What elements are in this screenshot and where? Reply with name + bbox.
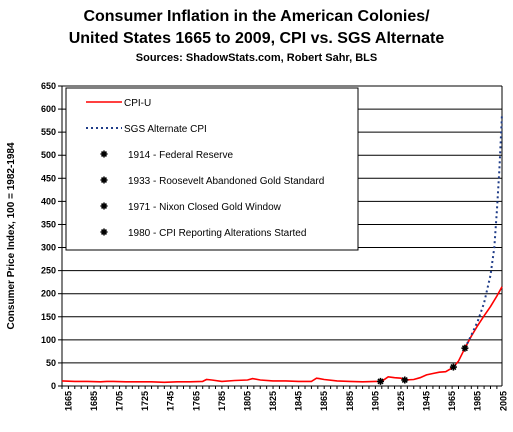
- legend-marker: [100, 150, 108, 158]
- y-tick-label: 450: [41, 173, 56, 183]
- legend-entry-label: 1933 - Roosevelt Abandoned Gold Standard: [128, 176, 324, 187]
- y-tick-label: 400: [41, 196, 56, 206]
- y-tick-label: 0: [51, 381, 56, 391]
- y-tick-label: 650: [41, 81, 56, 91]
- x-tick-label: 1925: [396, 391, 406, 411]
- event-marker: [401, 376, 409, 384]
- y-tick-label: 250: [41, 266, 56, 276]
- x-tick-label: 1845: [294, 391, 304, 411]
- legend-box: [65, 87, 359, 251]
- legend-entry-label: 1980 - CPI Reporting Alterations Started: [128, 228, 306, 239]
- event-markers: [376, 344, 469, 385]
- y-tick-label: 600: [41, 104, 56, 114]
- chart-title: Consumer Inflation in the American Colon…: [83, 8, 430, 25]
- x-tick-label: 1825: [268, 391, 278, 411]
- x-tick-label: 1765: [191, 391, 201, 411]
- legend-marker: [100, 176, 108, 184]
- x-tick-label: 1785: [217, 391, 227, 411]
- x-tick-label: 1665: [63, 391, 73, 411]
- y-tick-label: 300: [41, 243, 56, 253]
- legend-entry-label: CPI-U: [124, 98, 151, 109]
- y-tick-label: 350: [41, 219, 56, 229]
- chart-title-line-2: United States 1665 to 2009, CPI vs. SGS …: [68, 30, 445, 47]
- x-tick-label: 1945: [422, 391, 432, 411]
- legend: CPI-U SGS Alternate CPI 1914 - Federal Res…: [65, 87, 359, 251]
- x-tick-label: 2005: [498, 391, 508, 411]
- x-tick-label: 1745: [166, 391, 176, 411]
- event-marker: [376, 377, 384, 385]
- y-tick-label: 150: [41, 312, 56, 322]
- x-tick-label: 1685: [89, 391, 99, 411]
- event-marker: [461, 344, 469, 352]
- chart-subtitle: Sources: ShadowStats.com, Robert Sahr, B…: [135, 52, 378, 64]
- legend-entry-label: 1914 - Federal Reserve: [128, 150, 233, 161]
- y-tick-label: 200: [41, 289, 56, 299]
- x-tick-label: 1705: [115, 391, 125, 411]
- x-tick-label: 1805: [242, 391, 252, 411]
- x-axis: 1665 1685 1705 1725 1745 1765 1785 1805 1825 1845…: [61, 386, 508, 411]
- event-marker: [449, 363, 457, 371]
- y-tick-label: 100: [41, 335, 56, 345]
- x-tick-label: 1985: [473, 391, 483, 411]
- x-tick-label: 1885: [345, 391, 355, 411]
- x-tick-label: 1965: [447, 391, 457, 411]
- legend-entry-label: SGS Alternate CPI: [124, 124, 207, 135]
- x-tick-label: 1725: [140, 391, 150, 411]
- legend-marker: [100, 228, 108, 236]
- y-axis-label: Consumer Price Index, 100 = 1982-1984: [6, 142, 17, 329]
- legend-entry-label: 1971 - Nixon Closed Gold Window: [128, 202, 282, 213]
- y-tick-label: 500: [41, 150, 56, 160]
- y-tick-label: 50: [46, 358, 56, 368]
- x-tick-label: 1865: [319, 391, 329, 411]
- series-line-sgs-alternate-cpi: [464, 113, 503, 349]
- legend-marker: [100, 202, 108, 210]
- y-tick-label: 550: [41, 127, 56, 137]
- x-tick-label: 1905: [370, 391, 380, 411]
- y-axis: 0 50 100 150 200 250 300 350 400 450 500 550 600 650: [41, 81, 503, 391]
